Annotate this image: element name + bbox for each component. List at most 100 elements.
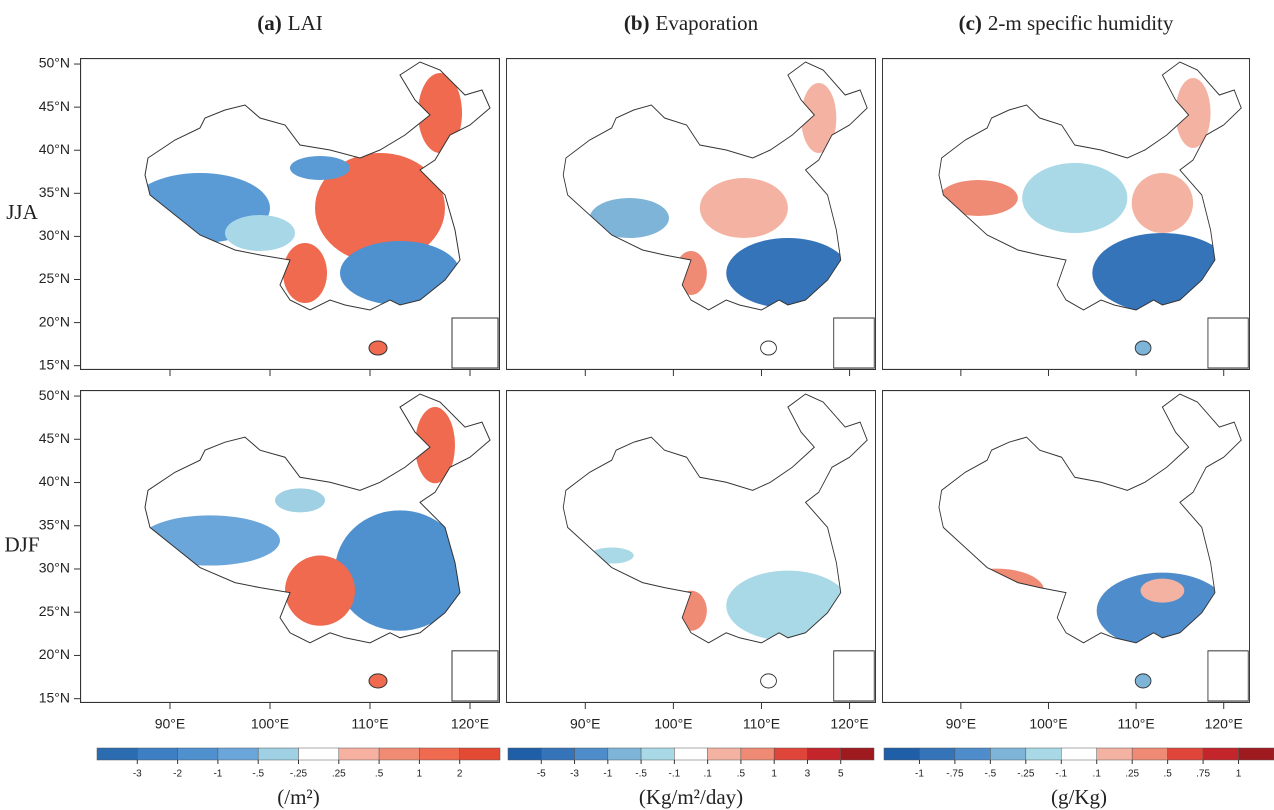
y-tick-label: 45°N [39,98,70,114]
colorbar-label: .5 [737,769,746,780]
colorbar-label: -1 [213,769,222,780]
colorbar-box [990,747,1027,761]
colorbar-label: -.5 [985,769,997,780]
x-tick-label: 110°E [1117,716,1154,732]
colorbar-label: .1 [1093,769,1102,780]
x-tick-label: 90°E [946,716,977,732]
panel-letter: (b) [624,11,650,35]
x-tick-label: 90°E [155,716,186,732]
colorbar-box [459,747,501,761]
colorbar-box [177,747,219,761]
colorbar-box [707,747,742,761]
panel-title-text: Evaporation [656,11,759,35]
colorbar-label: -2 [173,769,182,780]
colorbar-label: -1 [603,769,612,780]
colorbar-label: -.5 [635,769,647,780]
y-tick-label: 25°N [39,270,70,286]
colorbar-box [773,747,808,761]
y-tick-label: 35°N [39,516,70,532]
colorbar-box [1238,747,1274,761]
panel-title-text: 2-m specific humidity [988,11,1174,35]
colorbar-label: .25 [332,769,346,780]
colorbar-label: 5 [838,769,844,780]
x-tick-label: 110°E [743,716,780,732]
colorbar-label: .25 [1125,769,1139,780]
y-tick-label: 20°N [39,313,70,329]
y-tick-label: 50°N [39,55,70,71]
map-panel [81,59,500,370]
colorbar-box [840,747,875,761]
y-tick-label: 30°N [39,560,70,576]
colorbar-box [1061,747,1097,761]
colorbar-box [378,747,420,761]
y-tick-label: 15°N [39,689,70,705]
map-panel [506,391,875,703]
colorbar-label: 3 [805,769,811,780]
map-panel [81,391,500,703]
map-panel [506,59,875,370]
colorbar-label: -.25 [290,769,308,780]
colorbar-box [419,747,460,761]
x-tick-label: 110°E [351,716,388,732]
x-tick-label: 100°E [251,716,289,732]
y-tick-label: 15°N [39,356,70,372]
colorbar-label: -1 [915,769,924,780]
colorbar-box [1167,747,1204,761]
colorbar-label: -3 [570,769,579,780]
colorbar-label: -.1 [669,769,681,780]
colorbar-box [257,747,299,761]
colorbar-label: 1 [1236,769,1242,780]
map-panel [882,391,1249,703]
x-tick-label: 90°E [570,716,601,732]
colorbar-box [96,747,138,761]
y-tick-label: 45°N [39,430,70,446]
colorbar-unit: (Kg/m²/day) [639,785,743,809]
panel-letter: (c) [959,11,982,35]
x-tick-label: 100°E [1029,716,1067,732]
colorbar-label: .1 [703,769,712,780]
colorbar-box [1096,747,1133,761]
colorbar-label: -.75 [946,769,964,780]
panel-title-text: LAI [288,11,323,35]
colorbar-label: -.25 [1017,769,1035,780]
map-panel [882,59,1249,370]
colorbar-box [919,747,956,761]
colorbar-label: -5 [537,769,546,780]
panel-title: (b) Evaporation [624,11,759,35]
y-tick-label: 40°N [39,473,70,489]
y-tick-label: 50°N [39,387,70,403]
panel-title: (a) LAI [257,11,323,35]
colorbar-box [507,747,542,761]
colorbar-box [574,747,609,761]
colorbar-box [217,747,259,761]
colorbar-box [954,747,991,761]
row-label: DJF [4,532,39,556]
y-tick-label: 20°N [39,646,70,662]
colorbar-label: -3 [133,769,142,780]
colorbar-label: .5 [1163,769,1172,780]
colorbar-label: 1 [417,769,423,780]
colorbar-label: 2 [457,769,463,780]
colorbar-box [541,747,575,761]
colorbar-box [883,747,920,761]
x-tick-label: 120°E [451,716,489,732]
colorbar-box [807,747,841,761]
y-tick-label: 30°N [39,227,70,243]
colorbar-label: 1 [771,769,777,780]
panel-title: (c) 2-m specific humidity [959,11,1174,35]
colorbar-box [137,747,178,761]
colorbar-box [1025,747,1062,761]
colorbar-unit: (/m²) [277,785,319,809]
colorbar-box [338,747,380,761]
colorbar-label: .75 [1196,769,1210,780]
colorbar-box [1131,747,1168,761]
colorbar-label: -.1 [1055,769,1067,780]
row-label: JJA [6,200,38,224]
colorbar-label: .5 [375,769,384,780]
colorbar-box [640,747,675,761]
x-tick-label: 120°E [1205,716,1243,732]
y-tick-label: 40°N [39,141,70,157]
panel-letter: (a) [257,11,282,35]
colorbar-box [298,747,340,761]
